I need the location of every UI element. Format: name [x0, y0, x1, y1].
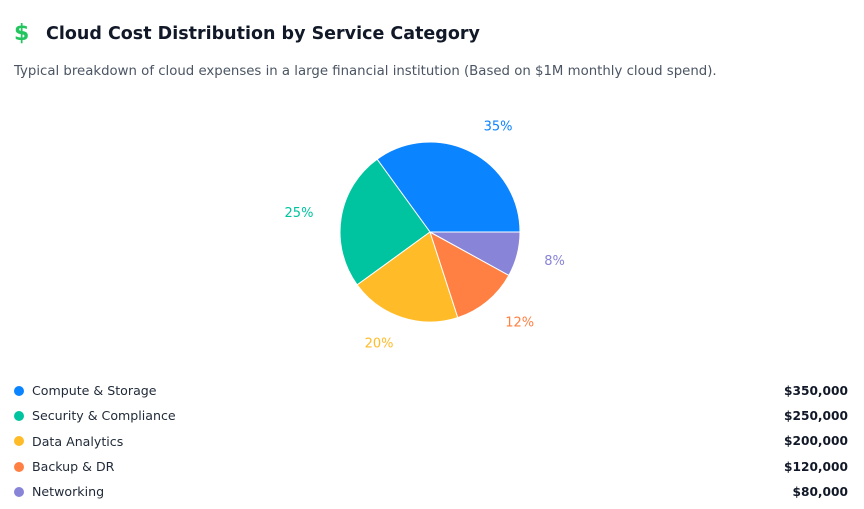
- legend-item: Security & Compliance $250,000: [14, 403, 848, 428]
- chart-header: $ Cloud Cost Distribution by Service Cat…: [14, 20, 480, 48]
- pie-slice-4[interactable]: [429, 231, 521, 277]
- legend-item: Backup & DR $120,000: [14, 454, 848, 479]
- legend-item: Compute & Storage $350,000: [14, 378, 848, 403]
- chart-subtitle: Typical breakdown of cloud expenses in a…: [14, 64, 717, 79]
- pie-chart: 35% 25% 20% 12% 8%: [285, 119, 565, 352]
- legend-value: $200,000: [784, 434, 848, 449]
- pie-label-0: 35%: [484, 119, 513, 134]
- legend-label: Security & Compliance: [32, 408, 176, 424]
- legend-value: $350,000: [784, 383, 848, 398]
- legend-label: Backup & DR: [32, 459, 115, 475]
- pie-label-4: 8%: [544, 254, 565, 269]
- pie-label-2: 20%: [365, 337, 394, 352]
- legend: Compute & Storage $350,000 Security & Co…: [14, 378, 848, 504]
- legend-value: $250,000: [784, 408, 848, 423]
- legend-dot-networking: [14, 486, 24, 497]
- legend-item: Data Analytics $200,000: [14, 429, 848, 454]
- pie-slice-1[interactable]: [339, 158, 431, 286]
- chart-title: Cloud Cost Distribution by Service Categ…: [46, 24, 480, 44]
- legend-item: Networking $80,000: [14, 479, 848, 504]
- legend-value: $120,000: [784, 459, 848, 474]
- legend-dot-security: [14, 410, 24, 421]
- legend-label: Networking: [32, 484, 105, 500]
- legend-value: $80,000: [792, 484, 848, 499]
- legend-dot-backup: [14, 461, 24, 472]
- legend-label: Data Analytics: [32, 433, 124, 449]
- dollar-sign-icon: $: [14, 21, 30, 46]
- pie-slice-3[interactable]: [429, 230, 510, 319]
- pie-label-3: 12%: [505, 315, 534, 330]
- legend-label: Compute & Storage: [32, 383, 157, 399]
- pie-slice-0[interactable]: [376, 141, 521, 233]
- pie-slice-2[interactable]: [356, 231, 459, 323]
- pie-label-1: 25%: [285, 206, 314, 221]
- legend-dot-analytics: [14, 436, 24, 447]
- legend-dot-compute: [14, 385, 24, 396]
